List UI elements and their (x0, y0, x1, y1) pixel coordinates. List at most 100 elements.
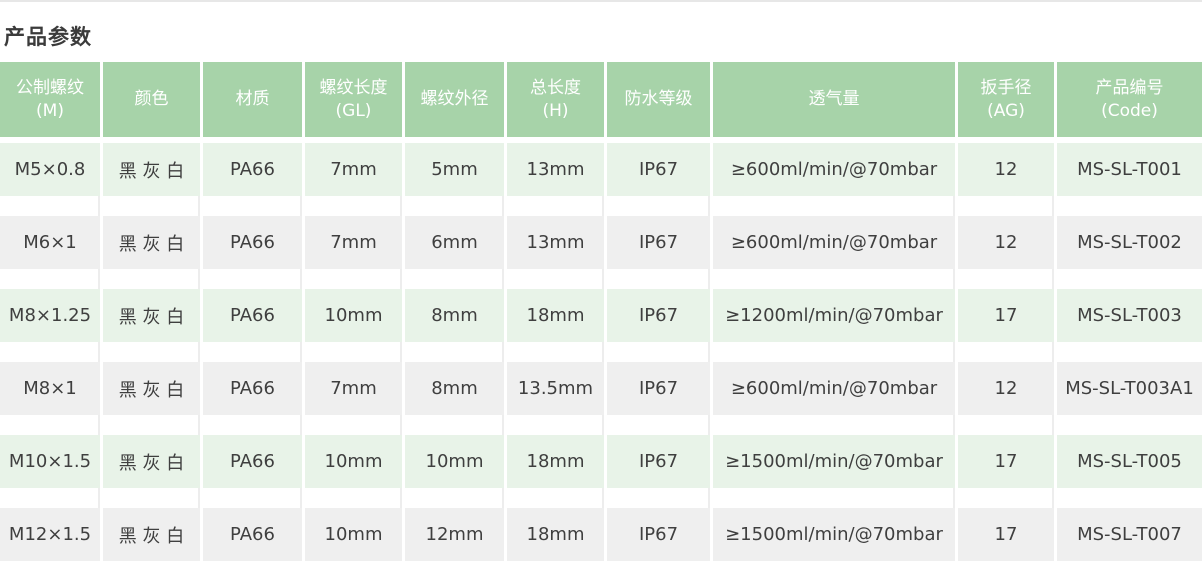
cell-wrench: 17 (958, 508, 1054, 561)
cell-metric-thread: M5×0.8 (0, 143, 100, 196)
cell-total-length: 18mm (507, 435, 604, 488)
table-row: M8×1.25 黑 灰 白 PA66 10mm 8mm 18mm IP67 ≥1… (0, 289, 1202, 342)
cell-outer-diameter: 6mm (405, 216, 504, 269)
cell-color: 黑 灰 白 (103, 216, 200, 269)
cell-outer-diameter: 5mm (405, 143, 504, 196)
separator-cell (203, 342, 302, 362)
cell-metric-thread: M6×1 (0, 216, 100, 269)
cell-total-length: 13.5mm (507, 362, 604, 415)
separator-cell (507, 488, 604, 508)
separator-cell (607, 269, 710, 289)
cell-wrench: 12 (958, 143, 1054, 196)
cell-metric-thread: M8×1 (0, 362, 100, 415)
cell-airflow: ≥1200ml/min/@70mbar (713, 289, 955, 342)
cell-total-length: 13mm (507, 216, 604, 269)
row-separator (0, 488, 1202, 508)
cell-waterproof: IP67 (607, 143, 710, 196)
cell-outer-diameter: 8mm (405, 289, 504, 342)
cell-material: PA66 (203, 362, 302, 415)
separator-cell (958, 488, 1054, 508)
cell-color: 黑 灰 白 (103, 362, 200, 415)
header-cell-wrench: 扳手径 (AG) (958, 62, 1054, 137)
separator-cell (0, 196, 100, 216)
separator-cell (0, 269, 100, 289)
separator-cell (1057, 488, 1202, 508)
separator-cell (958, 196, 1054, 216)
separator-cell (713, 196, 955, 216)
separator-cell (958, 269, 1054, 289)
separator-cell (203, 488, 302, 508)
cell-thread-length: 7mm (305, 143, 402, 196)
cell-code: MS-SL-T003A1 (1057, 362, 1202, 415)
header-cell-code: 产品编号 (Code) (1057, 62, 1202, 137)
separator-cell (507, 342, 604, 362)
cell-outer-diameter: 8mm (405, 362, 504, 415)
header-cell-waterproof: 防水等级 (607, 62, 710, 137)
cell-waterproof: IP67 (607, 435, 710, 488)
separator-cell (0, 415, 100, 435)
product-spec-table: 公制螺纹 (M) 颜色 材质 螺纹长度 (GL) 螺纹外径 总长度 (H) 防水… (0, 62, 1202, 561)
separator-cell (607, 342, 710, 362)
separator-cell (305, 196, 402, 216)
separator-cell (1057, 342, 1202, 362)
cell-airflow: ≥1500ml/min/@70mbar (713, 435, 955, 488)
separator-cell (405, 269, 504, 289)
cell-waterproof: IP67 (607, 508, 710, 561)
cell-thread-length: 10mm (305, 289, 402, 342)
separator-cell (958, 415, 1054, 435)
separator-cell (405, 196, 504, 216)
row-separator (0, 196, 1202, 216)
cell-wrench: 12 (958, 362, 1054, 415)
header-cell-color: 颜色 (103, 62, 200, 137)
separator-cell (1057, 415, 1202, 435)
cell-wrench: 12 (958, 216, 1054, 269)
separator-cell (203, 415, 302, 435)
cell-material: PA66 (203, 216, 302, 269)
separator-cell (507, 196, 604, 216)
header-cell-metric-thread: 公制螺纹 (M) (0, 62, 100, 137)
cell-code: MS-SL-T001 (1057, 143, 1202, 196)
table-row: M8×1 黑 灰 白 PA66 7mm 8mm 13.5mm IP67 ≥600… (0, 362, 1202, 415)
separator-cell (1057, 269, 1202, 289)
page-title: 产品参数 (4, 25, 92, 50)
separator-cell (103, 415, 200, 435)
cell-waterproof: IP67 (607, 289, 710, 342)
separator-cell (958, 342, 1054, 362)
table-row: M10×1.5 黑 灰 白 PA66 10mm 10mm 18mm IP67 ≥… (0, 435, 1202, 488)
table-row: M6×1 黑 灰 白 PA66 7mm 6mm 13mm IP67 ≥600ml… (0, 216, 1202, 269)
cell-material: PA66 (203, 289, 302, 342)
header-cell-total-length: 总长度 (H) (507, 62, 604, 137)
cell-wrench: 17 (958, 289, 1054, 342)
cell-wrench: 17 (958, 435, 1054, 488)
separator-cell (1057, 196, 1202, 216)
cell-code: MS-SL-T005 (1057, 435, 1202, 488)
separator-cell (607, 196, 710, 216)
cell-total-length: 18mm (507, 289, 604, 342)
cell-color: 黑 灰 白 (103, 508, 200, 561)
separator-cell (203, 269, 302, 289)
cell-color: 黑 灰 白 (103, 289, 200, 342)
cell-material: PA66 (203, 508, 302, 561)
cell-thread-length: 7mm (305, 216, 402, 269)
separator-cell (203, 196, 302, 216)
row-separator (0, 269, 1202, 289)
cell-thread-length: 7mm (305, 362, 402, 415)
separator-cell (607, 415, 710, 435)
cell-material: PA66 (203, 435, 302, 488)
cell-code: MS-SL-T002 (1057, 216, 1202, 269)
cell-color: 黑 灰 白 (103, 143, 200, 196)
separator-cell (405, 488, 504, 508)
separator-cell (713, 342, 955, 362)
cell-code: MS-SL-T007 (1057, 508, 1202, 561)
header-cell-outer-diameter: 螺纹外径 (405, 62, 504, 137)
separator-cell (405, 415, 504, 435)
header-cell-material: 材质 (203, 62, 302, 137)
cell-total-length: 18mm (507, 508, 604, 561)
separator-cell (713, 488, 955, 508)
cell-metric-thread: M10×1.5 (0, 435, 100, 488)
cell-total-length: 13mm (507, 143, 604, 196)
header-cell-thread-length: 螺纹长度 (GL) (305, 62, 402, 137)
cell-metric-thread: M12×1.5 (0, 508, 100, 561)
separator-cell (305, 415, 402, 435)
separator-cell (507, 269, 604, 289)
